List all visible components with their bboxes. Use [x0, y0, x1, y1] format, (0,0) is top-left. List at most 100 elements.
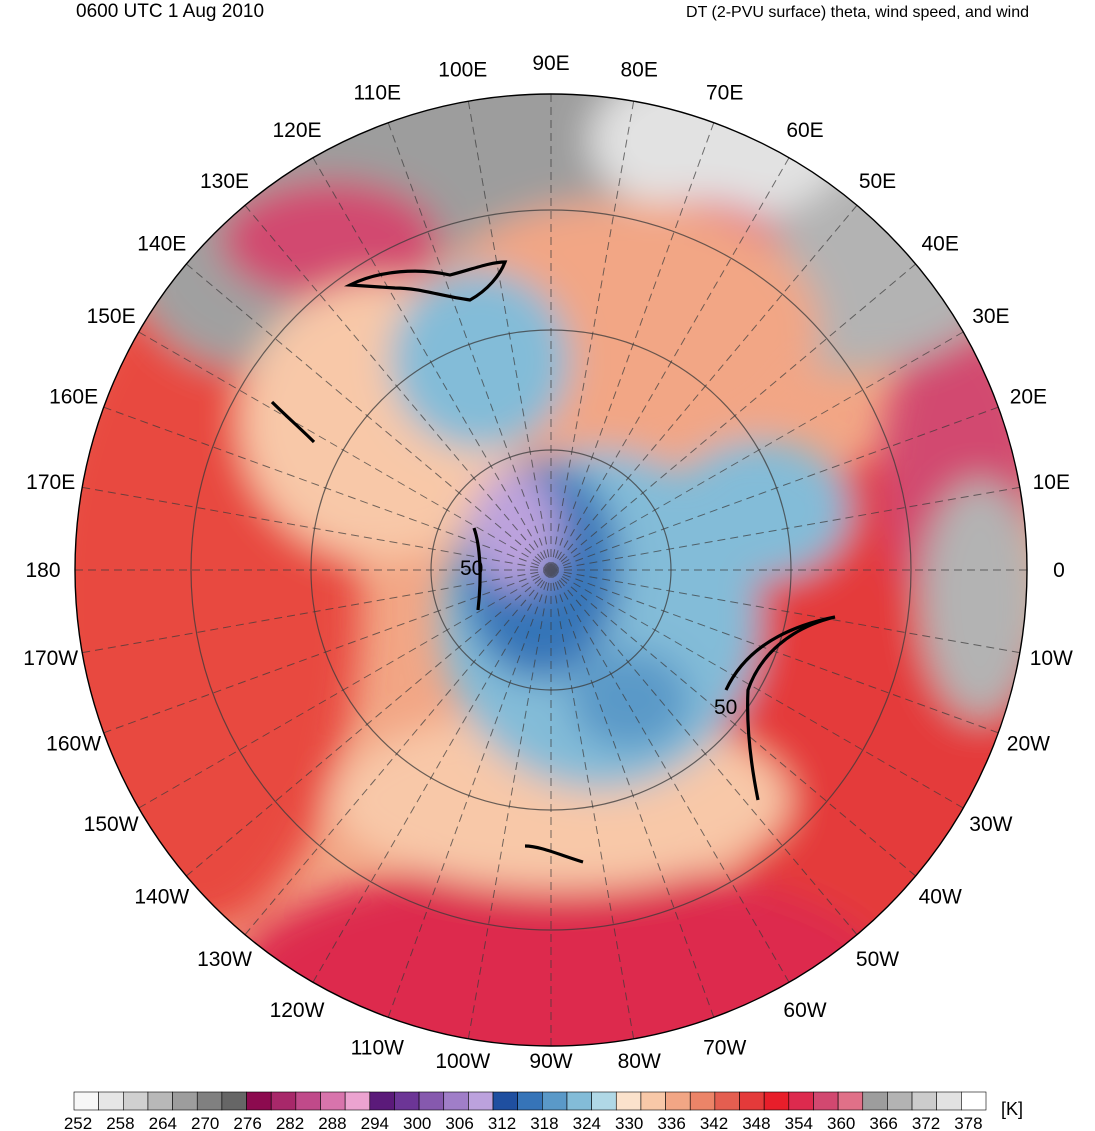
- lon-label: 120W: [270, 999, 325, 1022]
- lon-label: 60E: [786, 119, 823, 142]
- lon-label: 40E: [922, 233, 959, 256]
- colorbar-swatch: [394, 1091, 420, 1111]
- colorbar-tick-label: 366: [869, 1114, 897, 1131]
- colorbar-swatch: [763, 1091, 790, 1111]
- lon-label: 180: [25, 559, 60, 582]
- colorbar-swatch: [911, 1091, 937, 1111]
- colorbar: 252 258 264 270 276 282 288 294 300 306 312 318 324 3…: [64, 1091, 987, 1131]
- colorbar-swatch: [468, 1091, 494, 1111]
- lon-label: 0: [1053, 559, 1065, 582]
- colorbar-swatch: [542, 1091, 568, 1111]
- colorbar-swatch: [443, 1091, 469, 1111]
- colorbar-swatch: [418, 1091, 445, 1111]
- lon-label: 30E: [972, 305, 1009, 328]
- colorbar-tick-label: 300: [403, 1114, 431, 1131]
- colorbar-tick-label: 282: [276, 1114, 304, 1131]
- colorbar-tick-label: 318: [530, 1114, 558, 1131]
- colorbar-swatch: [813, 1091, 839, 1111]
- lon-label: 60W: [783, 999, 826, 1022]
- lon-label: 40W: [919, 886, 962, 909]
- lon-label: 120E: [272, 119, 321, 142]
- colorbar-swatch: [837, 1091, 864, 1111]
- lon-label: 90E: [532, 52, 569, 75]
- lon-label: 90W: [529, 1050, 572, 1073]
- colorbar-tick-label: 342: [700, 1114, 728, 1131]
- lon-label: 170W: [23, 647, 78, 670]
- colorbar-tick-label: 264: [149, 1114, 177, 1131]
- lon-label: 70W: [703, 1036, 746, 1059]
- lon-label: 10W: [1030, 647, 1073, 670]
- lon-label: 150W: [84, 813, 139, 836]
- colorbar-swatch: [615, 1091, 642, 1111]
- colorbar-swatch: [270, 1091, 297, 1111]
- colorbar-tick-label: 270: [191, 1114, 219, 1131]
- colorbar-swatch: [295, 1091, 321, 1111]
- lon-label: 10E: [1033, 471, 1070, 494]
- colorbar-swatch: [98, 1091, 124, 1111]
- colorbar-swatch: [123, 1091, 149, 1111]
- lon-label: 80E: [621, 59, 658, 82]
- lon-label: 30W: [969, 813, 1012, 836]
- colorbar-tick-label: 336: [657, 1114, 685, 1131]
- colorbar-tick-label: 252: [64, 1114, 92, 1131]
- colorbar-swatch: [221, 1091, 247, 1111]
- colorbar-tick-label: 330: [615, 1114, 643, 1131]
- lon-label: 140W: [134, 886, 189, 909]
- colorbar-swatch: [320, 1091, 346, 1111]
- colorbar-swatch: [73, 1091, 99, 1111]
- colorbar-swatch: [246, 1091, 272, 1111]
- colorbar-swatch: [714, 1091, 740, 1111]
- lon-label: 110E: [354, 82, 402, 105]
- colorbar-swatch: [887, 1091, 913, 1111]
- colorbar-tick-label: 360: [827, 1114, 855, 1131]
- contour-label-50-a: 50: [460, 557, 483, 580]
- colorbar-swatch: [492, 1091, 518, 1111]
- longitude-labels: 90E 80E 70E 60E 50E 40E 30E 20E 10E 0 10W 20W 30W 40W…: [23, 52, 1073, 1073]
- colorbar-swatch: [936, 1091, 962, 1111]
- lon-label: 140E: [137, 233, 186, 256]
- colorbar-tick-label: 312: [488, 1114, 516, 1131]
- colorbar-swatch: [172, 1091, 198, 1111]
- colorbar-swatch: [517, 1091, 543, 1111]
- colorbar-swatch: [862, 1091, 888, 1111]
- lon-label: 150E: [87, 305, 136, 328]
- theta-field: [75, 94, 1027, 1046]
- wind-speed-contours: [270, 260, 836, 864]
- colorbar-swatch: [147, 1091, 173, 1111]
- colorbar-swatch: [788, 1091, 814, 1111]
- colorbar-swatch: [369, 1091, 395, 1111]
- lon-label: 170E: [26, 471, 75, 494]
- colorbar-tick-label: 258: [106, 1114, 134, 1131]
- lon-label: 50W: [856, 948, 899, 971]
- colorbar-swatch: [640, 1091, 666, 1111]
- colorbar-swatch: [665, 1091, 691, 1111]
- colorbar-swatch: [739, 1091, 765, 1111]
- colorbar-tick-label: 294: [361, 1114, 389, 1131]
- lon-label: 50E: [859, 170, 896, 193]
- lon-label: 100W: [435, 1050, 490, 1073]
- colorbar-swatch: [566, 1091, 592, 1111]
- lon-label: 20W: [1007, 733, 1050, 756]
- colorbar-tick-label: 348: [742, 1114, 770, 1131]
- lon-label: 80W: [618, 1050, 661, 1073]
- map-border: [74, 93, 1028, 1047]
- colorbar-swatch: [196, 1091, 223, 1111]
- colorbar-tick-label: 354: [785, 1114, 813, 1131]
- colorbar-tick-label: 324: [573, 1114, 601, 1131]
- lon-label: 130W: [197, 948, 252, 971]
- lon-label: 100E: [438, 59, 487, 82]
- colorbar-tick-label: 378: [954, 1114, 982, 1131]
- colorbar-tick-label: 276: [233, 1114, 261, 1131]
- contour-label-50-b: 50: [714, 696, 737, 719]
- lon-label: 70E: [706, 82, 743, 105]
- colorbar-swatch: [591, 1091, 617, 1111]
- colorbar-swatch: [344, 1091, 371, 1111]
- lon-label: 20E: [1010, 385, 1047, 408]
- lon-label: 130E: [200, 170, 249, 193]
- polar-map: 50 50 90E 80E 70E 60E 50E 40E 30E 20E 10E 0 10W 20W…: [23, 52, 1073, 1073]
- colorbar-unit: [K]: [1001, 1099, 1024, 1119]
- lon-label: 160W: [46, 733, 101, 756]
- lon-label: 160E: [49, 385, 98, 408]
- colorbar-tick-label: 306: [445, 1114, 473, 1131]
- colorbar-tick-label: 288: [318, 1114, 346, 1131]
